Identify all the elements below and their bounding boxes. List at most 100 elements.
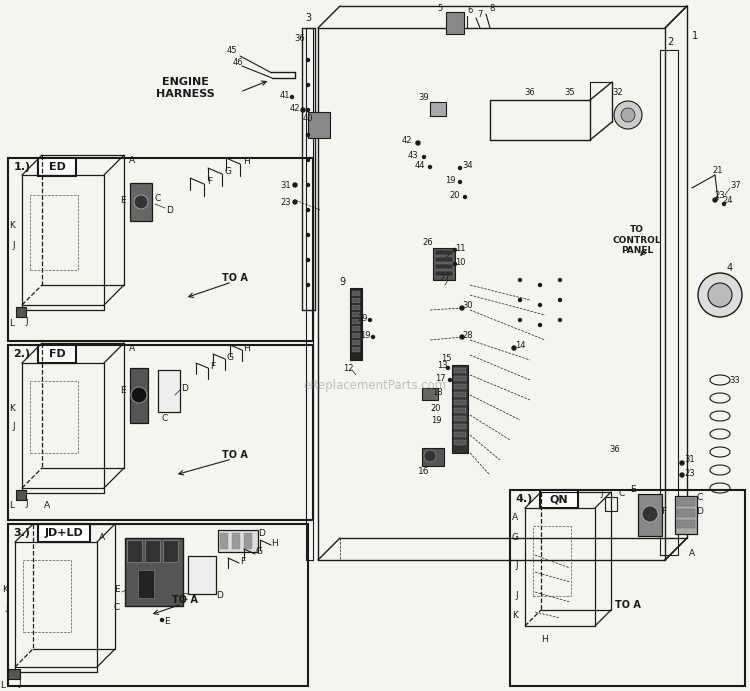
Text: G: G [511, 533, 518, 542]
Text: G: G [224, 167, 232, 176]
Text: 39: 39 [419, 93, 429, 102]
Bar [352, 312, 360, 317]
Text: J: J [601, 489, 603, 498]
Text: FD: FD [49, 349, 65, 359]
Circle shape [518, 278, 521, 281]
Text: E: E [164, 618, 170, 627]
Text: 23: 23 [280, 198, 291, 207]
Text: J: J [515, 591, 518, 600]
Bar [158, 370, 180, 412]
Circle shape [424, 450, 436, 462]
Circle shape [301, 108, 305, 112]
Text: 46: 46 [232, 57, 243, 66]
Bar [130, 183, 152, 221]
Circle shape [307, 209, 310, 211]
Bar [352, 333, 360, 338]
Text: 30: 30 [463, 301, 473, 310]
Text: L: L [10, 319, 14, 328]
Circle shape [642, 506, 658, 522]
Bar [435, 250, 453, 255]
Text: E: E [114, 585, 120, 594]
Circle shape [559, 299, 562, 301]
Circle shape [446, 366, 449, 370]
Text: F: F [211, 361, 215, 370]
Bar [8, 158, 313, 341]
Circle shape [307, 59, 310, 61]
Circle shape [454, 263, 457, 265]
Bar [454, 432, 466, 437]
Text: D: D [166, 205, 173, 214]
Text: 10: 10 [454, 258, 465, 267]
Bar [163, 540, 178, 562]
Text: 7: 7 [477, 10, 483, 19]
Bar [30, 195, 78, 270]
Circle shape [428, 166, 431, 169]
Text: 42: 42 [290, 104, 300, 113]
Bar [145, 540, 160, 562]
Bar [454, 408, 466, 413]
Text: E: E [630, 486, 636, 495]
Text: F: F [208, 176, 212, 185]
Bar [38, 524, 90, 542]
Text: A: A [44, 502, 50, 511]
Text: 5: 5 [437, 3, 442, 12]
Text: C: C [619, 489, 626, 498]
Circle shape [538, 283, 542, 287]
Text: 8: 8 [489, 3, 495, 12]
Bar [125, 538, 183, 606]
Text: 4.): 4.) [515, 494, 532, 504]
Text: 20: 20 [450, 191, 460, 200]
Circle shape [464, 196, 466, 198]
Bar [16, 307, 26, 317]
Text: 40: 40 [303, 113, 313, 122]
Bar [638, 494, 662, 536]
Circle shape [512, 346, 516, 350]
Circle shape [713, 198, 717, 202]
Circle shape [290, 95, 293, 99]
Text: 1: 1 [692, 31, 698, 41]
Text: 23: 23 [685, 468, 695, 477]
Circle shape [680, 473, 684, 477]
Circle shape [538, 303, 542, 307]
Text: 4: 4 [727, 263, 733, 273]
Text: C: C [154, 193, 161, 202]
Text: 35: 35 [565, 88, 575, 97]
Text: 20: 20 [430, 404, 441, 413]
Bar [38, 158, 76, 176]
Text: 9: 9 [339, 277, 345, 287]
Text: A: A [129, 155, 135, 164]
Bar [244, 533, 252, 549]
Bar [218, 530, 258, 552]
Bar [232, 533, 240, 549]
Text: 2: 2 [667, 37, 674, 47]
Circle shape [518, 299, 521, 301]
Circle shape [307, 133, 310, 137]
Text: D: D [217, 591, 223, 600]
Circle shape [307, 234, 310, 236]
Text: H: H [244, 343, 250, 352]
Text: 31: 31 [280, 180, 291, 189]
Text: 19: 19 [360, 330, 370, 339]
Bar [308, 112, 330, 138]
Circle shape [538, 323, 542, 327]
Bar [454, 392, 466, 397]
Text: 21: 21 [712, 166, 723, 175]
Text: J: J [19, 679, 21, 688]
Text: F: F [662, 507, 667, 516]
Bar [352, 319, 360, 324]
Bar [510, 490, 745, 686]
Circle shape [422, 155, 425, 158]
Bar [138, 570, 154, 598]
Text: 11: 11 [454, 243, 465, 252]
Bar [452, 365, 468, 453]
Bar [422, 388, 438, 400]
Text: 36: 36 [295, 33, 305, 43]
Circle shape [293, 200, 297, 204]
Text: J: J [26, 316, 28, 325]
Bar [352, 298, 360, 303]
Circle shape [680, 461, 684, 465]
Bar [188, 556, 216, 594]
Text: 44: 44 [415, 160, 425, 169]
Circle shape [160, 618, 164, 621]
Text: ENGINE
HARNESS: ENGINE HARNESS [156, 77, 214, 99]
